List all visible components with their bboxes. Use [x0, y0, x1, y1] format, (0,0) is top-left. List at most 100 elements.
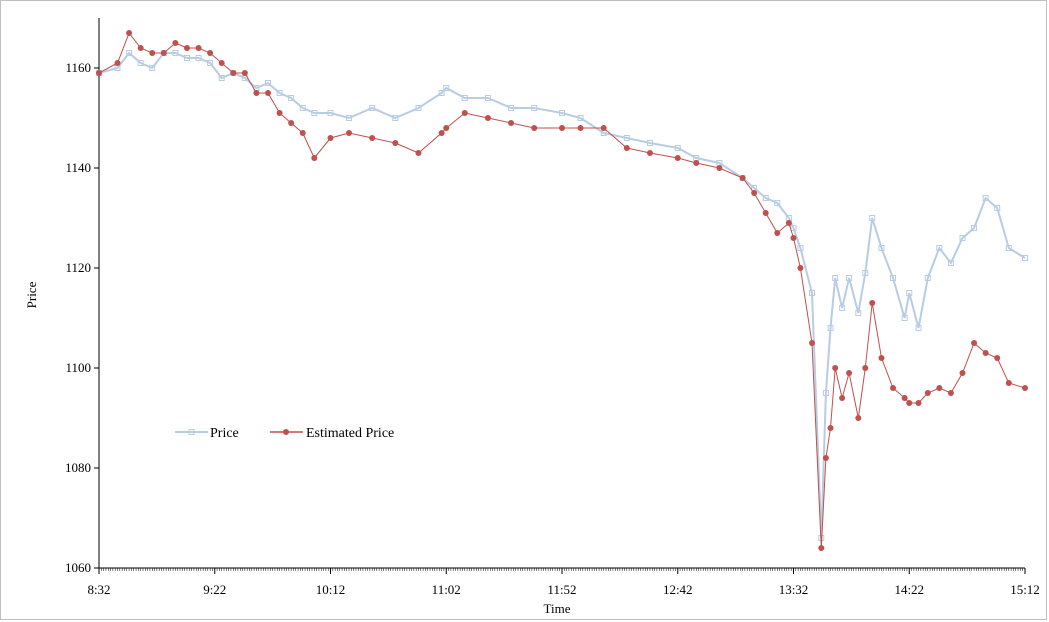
data-point-price — [809, 290, 816, 296]
data-point-price — [790, 225, 797, 231]
data-point-estimated-price — [846, 370, 853, 376]
data-point-price — [915, 325, 922, 331]
data-point-estimated-price — [878, 355, 885, 361]
data-point-price — [461, 95, 468, 101]
y-ticks: 1060 1080 1100 1120 1140 1160 — [65, 60, 99, 575]
y-tick-label: 1100 — [65, 360, 91, 375]
series-line-price — [98, 51, 1026, 539]
data-point-price — [762, 195, 769, 201]
data-point-estimated-price — [774, 230, 781, 236]
data-point-price — [982, 195, 989, 201]
data-point-estimated-price — [1022, 385, 1028, 391]
data-point-estimated-price — [947, 390, 954, 396]
legend-marker-estimated-price — [283, 429, 289, 435]
series-estimated-price — [96, 30, 1028, 551]
data-point-price — [1005, 245, 1012, 251]
data-point-price — [288, 95, 295, 101]
legend-label-price: Price — [210, 426, 239, 441]
data-point-price — [183, 55, 190, 61]
data-point-estimated-price — [971, 340, 978, 346]
data-point-estimated-price — [797, 265, 804, 271]
data-point-price — [126, 50, 133, 56]
data-point-estimated-price — [276, 110, 283, 116]
data-point-price — [890, 275, 897, 281]
data-point-price — [1022, 255, 1028, 261]
data-point-price — [149, 65, 156, 71]
data-point-estimated-price — [114, 60, 121, 66]
data-point-price — [559, 110, 565, 116]
axes — [98, 18, 1025, 569]
data-point-estimated-price — [924, 390, 931, 396]
data-point-estimated-price — [901, 395, 908, 401]
data-point-estimated-price — [241, 70, 248, 76]
x-tick-label: 12:42 — [663, 582, 693, 597]
data-point-estimated-price — [623, 145, 630, 151]
data-point-estimated-price — [906, 400, 913, 406]
data-point-price — [438, 90, 445, 96]
data-point-estimated-price — [531, 125, 538, 131]
data-point-estimated-price — [230, 70, 237, 76]
series-layer — [96, 30, 1028, 551]
data-point-estimated-price — [415, 150, 422, 156]
data-point-estimated-price — [827, 425, 834, 431]
legend-item-estimated-price: Estimated Price — [270, 426, 394, 441]
data-point-estimated-price — [822, 455, 829, 461]
data-point-estimated-price — [994, 355, 1001, 361]
y-tick-label: 1140 — [65, 160, 91, 175]
data-point-estimated-price — [299, 130, 306, 136]
data-point-estimated-price — [762, 210, 769, 216]
data-point-estimated-price — [160, 50, 167, 56]
data-point-estimated-price — [693, 160, 700, 166]
data-point-estimated-price — [869, 300, 876, 306]
data-point-price — [971, 225, 978, 231]
data-point-estimated-price — [982, 350, 989, 356]
data-point-price — [906, 290, 913, 296]
data-point-estimated-price — [790, 235, 797, 241]
data-point-estimated-price — [600, 125, 607, 131]
data-point-estimated-price — [327, 135, 334, 141]
legend-marker-price — [188, 429, 195, 435]
data-point-price — [901, 315, 908, 321]
data-point-price — [646, 140, 653, 146]
data-point-estimated-price — [218, 60, 225, 66]
data-point-price — [264, 80, 271, 86]
data-point-price — [878, 245, 885, 251]
data-point-estimated-price — [96, 70, 102, 76]
x-tick-label: 11:02 — [432, 582, 461, 597]
data-point-estimated-price — [346, 130, 353, 136]
y-tick-label: 1080 — [65, 460, 91, 475]
data-point-estimated-price — [461, 110, 468, 116]
data-point-price — [959, 235, 966, 241]
data-point-price — [137, 60, 144, 66]
data-point-estimated-price — [674, 155, 681, 161]
data-point-estimated-price — [183, 45, 190, 51]
data-point-estimated-price — [936, 385, 943, 391]
data-point-price — [947, 260, 954, 266]
data-point-price — [327, 110, 334, 116]
data-point-estimated-price — [438, 130, 445, 136]
data-point-estimated-price — [809, 340, 816, 346]
series-price — [96, 50, 1028, 541]
data-point-price — [994, 205, 1001, 211]
data-point-price — [924, 275, 931, 281]
x-tick-label: 13:32 — [779, 582, 809, 597]
data-point-estimated-price — [253, 90, 260, 96]
data-point-estimated-price — [137, 45, 144, 51]
x-tick-label: 10:12 — [316, 582, 346, 597]
data-point-price — [577, 115, 584, 121]
data-point-price — [218, 75, 225, 81]
data-point-estimated-price — [149, 50, 156, 56]
x-tick-label: 11:52 — [547, 582, 576, 597]
data-point-price — [172, 50, 179, 56]
data-point-estimated-price — [785, 220, 792, 226]
data-point-price — [311, 110, 318, 116]
x-tick-label: 15:12 — [1010, 582, 1040, 597]
y-axis-title: Price — [24, 281, 39, 308]
data-point-estimated-price — [195, 45, 202, 51]
data-point-estimated-price — [392, 140, 399, 146]
legend-item-price: Price — [175, 426, 239, 441]
data-point-price — [369, 105, 376, 111]
data-point-estimated-price — [207, 50, 214, 56]
data-point-price — [623, 135, 630, 141]
